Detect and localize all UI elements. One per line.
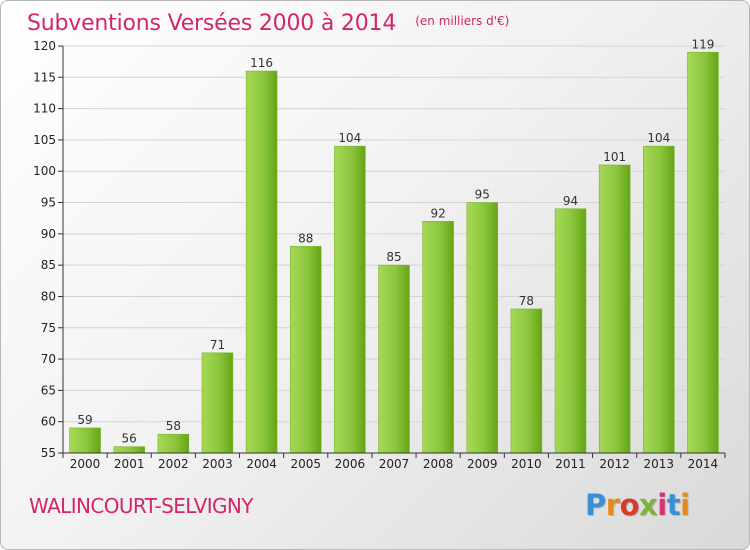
value-label-2009: 95 (475, 188, 490, 202)
x-axis: 2000 2001 2002 2003 2004 2005 2006 2007 2008 2009… (62, 452, 726, 471)
y-tick-label: 65 (41, 383, 56, 397)
bar-2001 (113, 446, 145, 454)
proxiti-logo: Proxiti (585, 488, 690, 522)
brand-letter: r (605, 488, 620, 522)
place-name: WALINCOURT-SELVIGNY (29, 494, 253, 518)
value-label-2007: 85 (386, 250, 401, 264)
y-tick-label: 75 (41, 321, 56, 335)
y-tick-label: 110 (33, 102, 56, 116)
value-label-2003: 71 (210, 338, 225, 352)
value-label-2004: 116 (250, 56, 273, 70)
x-tick-label: 2014 (688, 457, 719, 471)
bar-2007 (378, 264, 410, 454)
x-tick-label: 2004 (246, 457, 277, 471)
bar-2004 (245, 70, 278, 454)
y-tick-label: 60 (41, 415, 56, 429)
bars (69, 51, 719, 454)
value-label-2000: 59 (77, 413, 92, 427)
value-label-2001: 56 (122, 432, 137, 446)
bar-2014 (687, 51, 719, 454)
x-tick-label: 2010 (511, 457, 542, 471)
bar-2012 (598, 164, 631, 454)
bar-2005 (289, 246, 322, 454)
bar-2009 (466, 202, 499, 454)
value-label-2013: 104 (647, 131, 670, 145)
x-tick-label: 2013 (644, 457, 675, 471)
value-label-2012: 101 (603, 150, 626, 164)
x-tick-label: 2006 (335, 457, 366, 471)
data-labels: 59 56 58 71 116 88 104 85 92 95 78 94 101 104 119 (77, 37, 714, 445)
bar-2002 (157, 433, 190, 454)
bar-2003 (201, 352, 234, 454)
x-tick-label: 2002 (158, 457, 189, 471)
brand-letter: x (639, 488, 658, 522)
x-tick-label: 2001 (114, 457, 145, 471)
brand-letter: i (680, 488, 690, 522)
bar-2008 (422, 221, 454, 454)
bar-2013 (643, 145, 675, 454)
x-tick-label: 2003 (202, 457, 233, 471)
bar-2011 (554, 208, 587, 454)
title-row: Subventions Versées 2000 à 2014 (en mill… (27, 11, 509, 36)
value-label-2008: 92 (430, 206, 445, 220)
y-tick-label: 100 (33, 164, 56, 178)
bar-2006 (334, 145, 366, 454)
y-tick-label: 70 (41, 352, 56, 366)
brand-letter: o (619, 488, 640, 522)
x-tick-label: 2008 (423, 457, 454, 471)
chart-title: Subventions Versées 2000 à 2014 (27, 11, 397, 36)
value-label-2006: 104 (338, 131, 361, 145)
brand-letter: t (666, 488, 681, 522)
bar-2000 (69, 427, 101, 454)
x-tick-label: 2007 (379, 457, 410, 471)
y-tick-label: 90 (41, 227, 56, 241)
x-tick-label: 2012 (599, 457, 630, 471)
value-label-2005: 88 (298, 231, 313, 245)
y-tick-label: 105 (33, 133, 56, 147)
y-tick-label: 120 (33, 39, 56, 53)
y-axis: 55 60 65 70 75 80 85 90 95 100 105 110 115 120 (33, 39, 64, 460)
value-label-2014: 119 (691, 37, 714, 51)
bar-2010 (510, 308, 543, 454)
chart-subtitle: (en milliers d'€) (415, 14, 510, 28)
y-tick-label: 95 (41, 196, 56, 210)
x-tick-label: 2011 (555, 457, 586, 471)
x-tick-label: 2005 (290, 457, 321, 471)
y-tick-label: 115 (33, 70, 56, 84)
value-label-2002: 58 (166, 419, 181, 433)
y-tick-label: 85 (41, 258, 56, 272)
value-label-2011: 94 (563, 194, 578, 208)
y-tick-label: 55 (41, 446, 56, 460)
x-tick-label: 2000 (70, 457, 101, 471)
y-tick-label: 80 (41, 289, 56, 303)
value-label-2010: 78 (519, 294, 534, 308)
brand-letter: i (657, 488, 667, 522)
x-tick-label: 2009 (467, 457, 498, 471)
brand-letter: P (585, 488, 606, 522)
